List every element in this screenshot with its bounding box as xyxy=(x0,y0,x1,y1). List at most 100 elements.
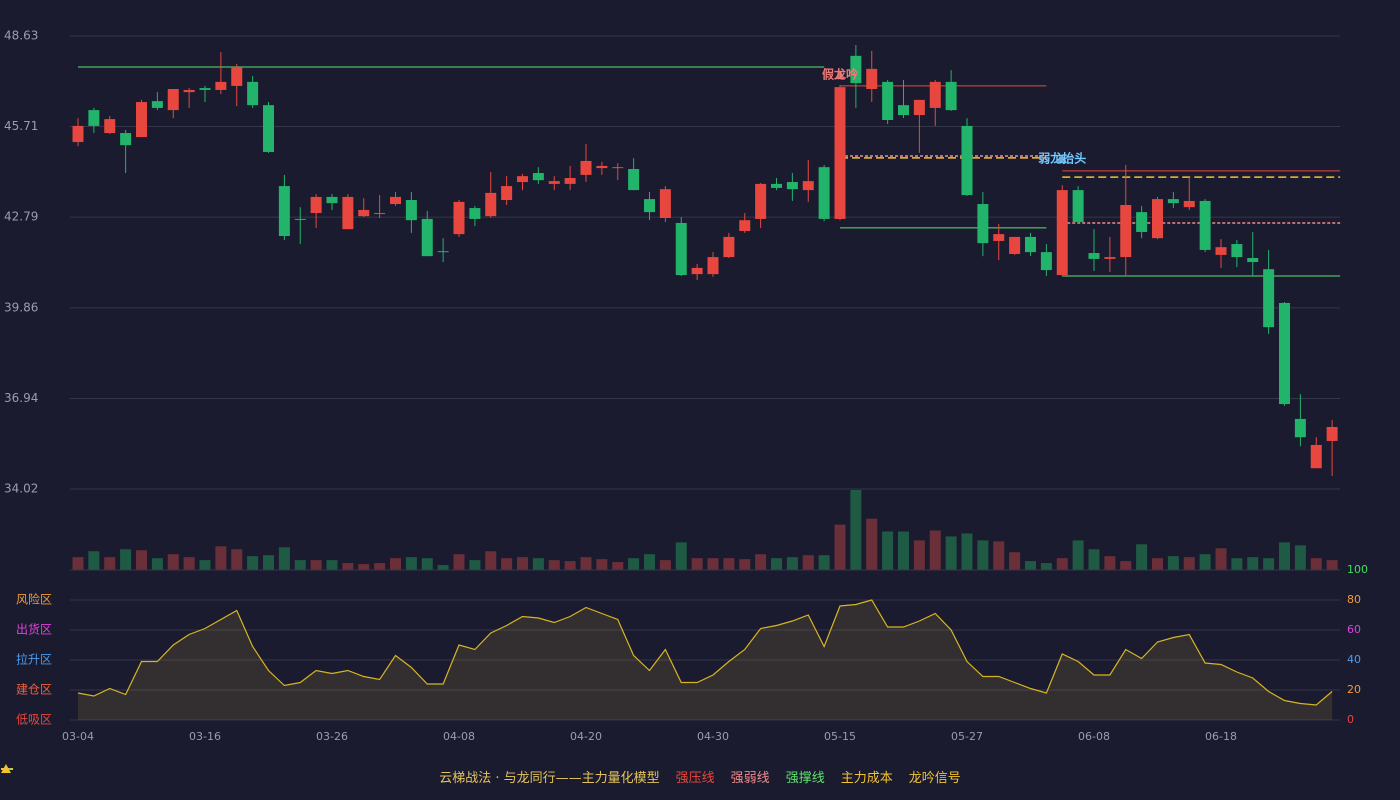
legend-item: 强撑线 xyxy=(1,767,825,786)
volume-bar xyxy=(628,558,640,570)
volume-bar xyxy=(421,558,433,570)
volume-bar xyxy=(1183,557,1195,570)
volume-bar xyxy=(548,560,560,570)
candle-body xyxy=(1088,253,1100,259)
x-tick-label: 04-20 xyxy=(570,730,602,743)
volume-bar xyxy=(675,542,687,570)
candle-body xyxy=(1120,204,1132,258)
candle-body xyxy=(802,181,814,191)
candle-body xyxy=(1152,199,1163,239)
legend-swatch-marker xyxy=(1,764,11,773)
volume-bar xyxy=(247,556,259,570)
volume-bar xyxy=(723,558,735,570)
volume-bar xyxy=(1310,558,1322,570)
y2-tick-label: 40 xyxy=(1347,653,1361,666)
candle-body xyxy=(405,200,417,221)
candle-body xyxy=(850,55,862,84)
candle-body xyxy=(501,186,513,201)
candle-body xyxy=(1310,444,1322,469)
candle-body xyxy=(913,99,925,116)
volume-bar xyxy=(1025,561,1036,570)
candle-body xyxy=(707,257,719,275)
candle-body xyxy=(977,204,989,244)
volume-bar xyxy=(898,531,909,570)
volume-bar xyxy=(818,555,830,570)
volume-bar xyxy=(961,533,973,570)
y-tick-label: 34.02 xyxy=(4,482,38,496)
volume-bar xyxy=(469,560,481,570)
volume-bar xyxy=(326,560,338,570)
candle-body xyxy=(247,81,259,106)
volume-bar xyxy=(945,536,957,570)
volume-bar xyxy=(405,557,417,570)
candle-body xyxy=(278,186,290,236)
candle-body xyxy=(1215,247,1227,255)
y-tick-label: 36.94 xyxy=(4,391,38,405)
legend-item: 主力成本 xyxy=(1,767,893,786)
volume-bar xyxy=(1040,563,1052,570)
volume-bar xyxy=(882,531,894,570)
volume-bar xyxy=(215,546,227,570)
candle-body xyxy=(644,199,655,213)
y2-tick-label: 60 xyxy=(1347,623,1361,636)
candle-body xyxy=(628,169,640,191)
volume-bar xyxy=(1009,552,1021,570)
candle-body xyxy=(390,196,401,205)
volume-bar xyxy=(612,562,624,570)
volume-bar xyxy=(278,547,290,570)
volume-bar xyxy=(786,557,798,570)
volume-bar xyxy=(136,550,147,570)
legend-label: 强撑线 xyxy=(785,770,825,786)
volume-bar xyxy=(1072,540,1084,570)
candle-body xyxy=(1167,199,1179,204)
x-tick-label: 05-15 xyxy=(824,730,856,743)
candle-body xyxy=(183,89,195,93)
x-tick-label: 03-16 xyxy=(189,730,221,743)
candle-body xyxy=(691,267,703,275)
volume-bar xyxy=(1215,548,1227,570)
candle-body xyxy=(104,119,116,134)
legend-title: 云梯战法 · 与龙同行——主力量化模型 xyxy=(439,770,660,786)
volume-bar xyxy=(993,541,1005,570)
legend: 云梯战法 · 与龙同行——主力量化模型 强压线 强弱线 强撑线 主力成本 龙吟信号 xyxy=(0,764,1400,788)
candle-body xyxy=(882,81,894,121)
candle-body xyxy=(294,218,306,220)
volume-bar xyxy=(294,560,306,570)
volume-bar xyxy=(739,559,751,570)
candle-body xyxy=(342,196,354,230)
candle-body xyxy=(1009,236,1021,254)
y2-tick-label: 0 xyxy=(1347,713,1354,726)
candle-body xyxy=(469,208,481,219)
candle-body xyxy=(755,183,767,219)
zone-label: 拉升区 xyxy=(16,652,52,667)
candle-body xyxy=(659,189,671,219)
candle-body xyxy=(929,81,941,108)
volume-bar xyxy=(1088,549,1100,570)
y2-tick-label: 80 xyxy=(1347,593,1361,606)
volume-bar xyxy=(596,559,608,570)
candle-body xyxy=(517,176,528,183)
legend-item: 龙吟信号 xyxy=(1,764,961,786)
candle-body xyxy=(1231,244,1243,258)
candle-body xyxy=(199,88,211,90)
volume-bar xyxy=(1152,558,1163,570)
volume-bar xyxy=(263,555,274,570)
candle-body xyxy=(945,81,957,111)
signal-marker xyxy=(835,70,845,80)
volume-bar xyxy=(659,560,671,570)
zone-label: 出货区 xyxy=(16,622,52,637)
candle-body xyxy=(532,173,544,181)
volume-bar xyxy=(1120,561,1132,570)
candle-body xyxy=(231,67,243,86)
zone-label: 建仓区 xyxy=(16,683,52,697)
candle-body xyxy=(310,196,322,214)
x-tick-label: 03-04 xyxy=(62,730,94,743)
y-tick-label: 42.79 xyxy=(4,210,38,224)
candle-body xyxy=(453,201,465,235)
candle-body xyxy=(1183,200,1195,208)
volume-bar xyxy=(517,557,528,570)
volume-bar xyxy=(707,558,719,570)
y2-tick-label: 20 xyxy=(1347,683,1361,696)
candle-body xyxy=(612,167,624,169)
